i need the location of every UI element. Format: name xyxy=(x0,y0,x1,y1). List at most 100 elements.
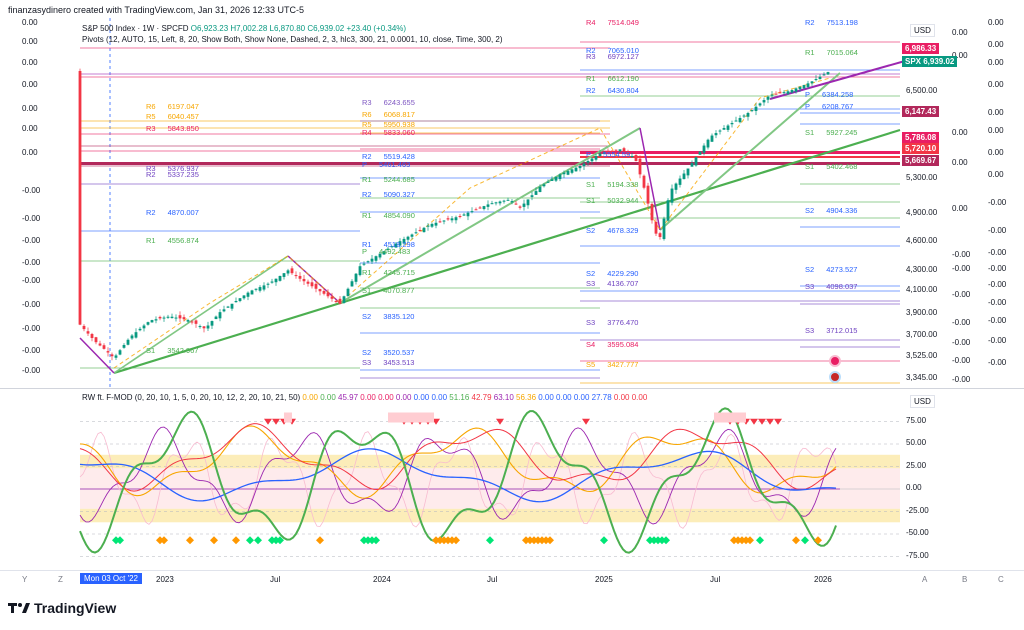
currency-button[interactable]: USD xyxy=(910,24,935,37)
candle-body xyxy=(714,133,718,136)
pivot-label: R1 4245.715 xyxy=(362,268,415,277)
pivot-label: S3 4098.037 xyxy=(805,282,857,291)
left-scale-label: 0.00 xyxy=(22,58,38,67)
candle-body xyxy=(750,110,754,112)
candle-body xyxy=(614,149,618,151)
left-scale-label: 0.00 xyxy=(22,104,38,113)
candle-body xyxy=(702,145,706,153)
highlight-block xyxy=(284,412,292,423)
candle-body xyxy=(430,223,434,227)
pivot-value: 6243.655 xyxy=(383,98,415,107)
candle-body xyxy=(698,151,702,155)
candle-body xyxy=(722,128,726,130)
pivot-label: R4 5833.060 xyxy=(362,128,415,137)
candle-body xyxy=(446,218,450,220)
candle-body xyxy=(526,199,530,206)
pivot-tag: S2 xyxy=(362,312,372,321)
price-chart[interactable] xyxy=(0,18,1024,388)
candle-body xyxy=(538,186,542,193)
candle-body xyxy=(106,351,110,353)
corner-c[interactable]: C xyxy=(998,575,1004,584)
candle-body xyxy=(150,320,154,323)
sell-marker xyxy=(774,418,782,425)
pivot-value: 5843.850 xyxy=(167,124,199,133)
candle-body xyxy=(102,345,106,349)
pivot-tag: S1 xyxy=(362,286,372,295)
candle-body xyxy=(402,238,406,244)
zigzag-line xyxy=(639,127,661,231)
corner-a[interactable]: A xyxy=(922,575,928,584)
candle-body xyxy=(78,70,82,325)
oscillator-chart[interactable] xyxy=(0,389,1024,570)
osc-line-red xyxy=(79,423,837,492)
pivot-value: 4518.298 xyxy=(383,240,415,249)
candle-body xyxy=(718,130,722,132)
candle-body xyxy=(214,316,218,320)
candle-body xyxy=(490,203,494,205)
candle-body xyxy=(818,76,822,80)
price-tag: 6,147.43 xyxy=(902,106,940,117)
pivot-value: 5519.428 xyxy=(383,152,415,161)
left-scale-label: 0.00 xyxy=(22,124,38,133)
sell-marker xyxy=(750,418,758,425)
candle-body xyxy=(302,278,306,282)
candle-body xyxy=(482,206,486,210)
pivot-label: S2 4904.336 xyxy=(805,206,857,215)
candle-body xyxy=(826,72,830,75)
candle-body xyxy=(530,195,534,197)
alert-icon[interactable] xyxy=(829,355,841,367)
candle-body xyxy=(726,125,730,130)
pivot-tag: S3 xyxy=(805,282,815,291)
candle-body xyxy=(518,206,522,208)
candle-body xyxy=(366,261,370,263)
price-pane[interactable]: S&P 500 Index · 1W · SPCFD O6,923.23 H7,… xyxy=(0,18,1024,388)
osc-value: 42.79 xyxy=(469,393,492,402)
time-axis[interactable]: Y Z Mon 03 Oct '22 2023 Jul 2024 Jul 202… xyxy=(0,570,1024,590)
candle-body xyxy=(790,90,794,93)
pivot-tag: P xyxy=(362,160,368,169)
symbol-title[interactable]: S&P 500 Index · 1W · SPCFD xyxy=(82,24,189,33)
candle-body xyxy=(770,94,774,96)
symbol-line: S&P 500 Index · 1W · SPCFD O6,923.23 H7,… xyxy=(82,23,503,34)
tradingview-logo[interactable]: TradingView xyxy=(8,600,116,616)
flag-us-icon[interactable] xyxy=(829,371,841,383)
candle-body xyxy=(290,268,294,274)
corner-b[interactable]: B xyxy=(962,575,968,584)
candle-body xyxy=(270,281,274,283)
pivot-value: 5337.235 xyxy=(167,170,199,179)
pivot-label: R1 5244.685 xyxy=(362,175,415,184)
pivot-tag: R3 xyxy=(586,52,596,61)
pivot-label: S2 4678.329 xyxy=(586,226,638,235)
pivots-indicator-title[interactable]: Pivots (12, AUTO, 15, Left, 8, 20, Show … xyxy=(82,35,503,44)
candle-body xyxy=(746,113,750,117)
oscillator-pane[interactable]: RW ft. F-MOD (0, 20, 10, 1, 5, 0, 20, 10… xyxy=(0,388,1024,570)
candle-body xyxy=(598,153,602,157)
pivot-value: 5032.944 xyxy=(607,196,639,205)
corner-z[interactable]: Z xyxy=(58,575,63,584)
candle-body xyxy=(802,85,806,89)
left-scale-label: -0.00 xyxy=(22,276,41,285)
candle-body xyxy=(670,188,674,203)
corner-y[interactable]: Y xyxy=(22,575,28,584)
candle-body xyxy=(466,212,470,217)
osc-value: 63.10 xyxy=(491,393,514,402)
osc-scale-label: 50.00 xyxy=(906,438,927,447)
right-outer-label: -0.00 xyxy=(988,280,1007,289)
candle-body xyxy=(786,91,790,94)
pivot-label: S2 3835.120 xyxy=(362,312,414,321)
candle-body xyxy=(186,320,190,322)
candle-body xyxy=(570,169,574,173)
pivot-label: R3 6243.655 xyxy=(362,98,415,107)
buy-marker xyxy=(452,536,460,545)
candle-body xyxy=(690,163,694,167)
candle-body xyxy=(586,161,590,163)
time-label-jul-2024: Jul xyxy=(487,575,498,584)
candle-body xyxy=(566,171,570,175)
candle-body xyxy=(242,295,246,299)
candle-body xyxy=(330,296,334,299)
oscillator-title[interactable]: RW ft. F-MOD (0, 20, 10, 1, 5, 0, 20, 10… xyxy=(82,393,301,402)
pivot-label: S4 3595.084 xyxy=(586,340,638,349)
candle-body xyxy=(378,253,382,258)
pivot-tag: R6 xyxy=(362,110,372,119)
buy-marker xyxy=(246,536,254,545)
